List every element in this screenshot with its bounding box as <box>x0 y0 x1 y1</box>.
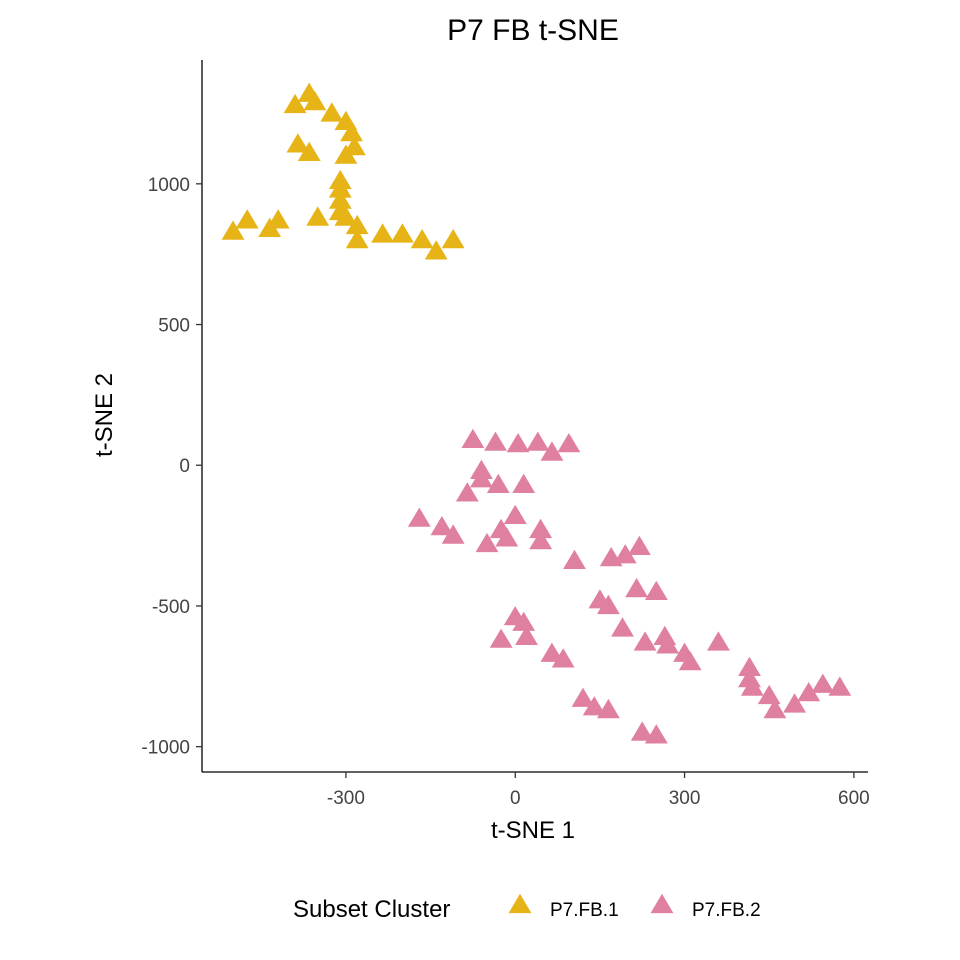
data-point <box>455 482 479 502</box>
data-point <box>738 656 761 676</box>
data-point <box>345 229 369 249</box>
data-point <box>512 611 536 631</box>
plot-area: -300 0 300 600 -1000 -500 0 500 1000 <box>141 60 870 809</box>
data-point <box>506 433 530 453</box>
x-tick-label: 600 <box>838 788 870 809</box>
data-point <box>328 189 352 209</box>
data-point <box>424 240 448 260</box>
data-point <box>529 530 553 550</box>
data-point <box>334 206 358 226</box>
data-point <box>486 473 510 493</box>
data-point <box>328 178 352 198</box>
y-tick-label: 0 <box>179 456 190 477</box>
x-tick-label: -300 <box>327 788 365 809</box>
data-point <box>461 428 485 448</box>
data-point <box>526 431 550 451</box>
data-point <box>597 594 620 615</box>
data-point <box>557 433 581 453</box>
data-point <box>783 693 806 713</box>
data-point <box>828 676 852 696</box>
legend-label: P7.FB.1 <box>550 900 619 921</box>
data-point <box>503 504 527 524</box>
data-point <box>371 223 394 243</box>
data-point <box>656 634 680 654</box>
data-point <box>630 721 654 741</box>
y-tick-label: 1000 <box>148 175 190 196</box>
series-P7.FB.1 <box>221 82 465 260</box>
data-point <box>221 220 245 240</box>
data-point <box>644 724 668 744</box>
data-point <box>343 136 366 156</box>
data-point <box>515 625 538 645</box>
data-point <box>286 133 310 153</box>
data-point <box>475 532 499 553</box>
data-point <box>512 473 536 493</box>
data-point <box>441 524 465 544</box>
data-point <box>707 631 730 651</box>
data-point <box>611 617 634 637</box>
data-point <box>345 214 369 235</box>
series-P7.FB.2 <box>407 428 852 744</box>
data-point <box>470 468 493 488</box>
data-point <box>540 642 564 662</box>
data-point <box>613 544 637 564</box>
legend-key-P7.FB.2 <box>650 893 674 914</box>
legend: Subset Cluster P7.FB.1 P7.FB.2 <box>293 893 761 923</box>
data-point <box>678 651 702 671</box>
data-point <box>551 648 575 668</box>
data-point <box>489 628 513 648</box>
y-tick-label: -500 <box>152 597 190 618</box>
data-point <box>633 631 657 651</box>
legend-title: Subset Cluster <box>293 896 450 923</box>
data-point <box>625 577 648 598</box>
x-axis-label: t-SNE 1 <box>491 817 575 844</box>
y-tick-label: 500 <box>158 316 190 337</box>
data-point <box>266 209 290 229</box>
data-point <box>303 91 327 111</box>
data-point <box>340 122 363 142</box>
data-point <box>597 698 620 719</box>
data-point <box>811 673 835 693</box>
data-point <box>297 141 321 161</box>
data-point <box>563 549 586 569</box>
data-point <box>407 507 431 527</box>
y-tick-label: -1000 <box>141 738 190 759</box>
legend-label: P7.FB.2 <box>692 900 761 921</box>
x-tick-label: 300 <box>669 788 701 809</box>
data-point <box>430 516 454 536</box>
data-point <box>489 518 513 539</box>
data-point <box>540 441 564 461</box>
data-point <box>390 223 414 243</box>
data-point <box>283 93 307 114</box>
data-point <box>410 229 434 249</box>
chart-title: P7 FB t-SNE <box>447 14 619 47</box>
x-tick-label: 0 <box>510 788 521 809</box>
data-point <box>441 229 465 249</box>
y-axis-label: t-SNE 2 <box>91 373 118 457</box>
data-point <box>529 518 553 539</box>
data-point <box>797 682 821 702</box>
data-point <box>571 687 595 707</box>
data-point <box>628 535 651 555</box>
data-point <box>484 431 507 451</box>
data-point <box>582 696 606 716</box>
data-point <box>306 206 330 226</box>
data-point <box>320 102 344 122</box>
data-point <box>235 209 259 229</box>
data-point <box>644 580 668 600</box>
legend-key-P7.FB.1 <box>508 893 532 914</box>
data-point <box>763 698 787 719</box>
data-point <box>740 676 764 696</box>
